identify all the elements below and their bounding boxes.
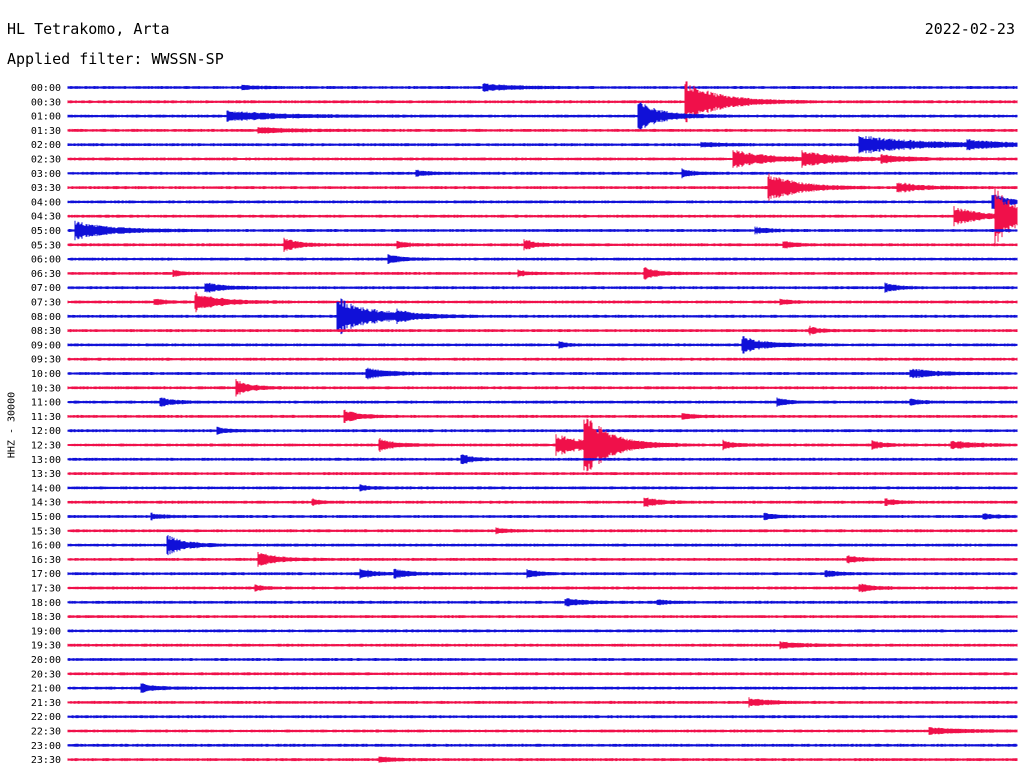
time-label: 17:30 [31,584,61,595]
time-label: 08:30 [31,326,61,337]
time-label: 05:00 [31,226,61,237]
time-label: 19:00 [31,626,61,637]
time-label: 03:00 [31,169,61,180]
time-label: 15:30 [31,526,61,537]
time-label: 13:30 [31,469,61,480]
time-label: 04:30 [31,212,61,223]
time-label: 09:30 [31,355,61,366]
time-label: 04:00 [31,197,61,208]
time-label: 00:00 [31,83,61,94]
time-label: 05:30 [31,240,61,251]
time-label: 07:00 [31,283,61,294]
time-label: 00:30 [31,97,61,108]
time-label: 01:30 [31,126,61,137]
time-label: 22:30 [31,727,61,738]
record-date: 2022-02-23 [924,20,1015,38]
time-label: 14:00 [31,483,61,494]
time-label: 06:00 [31,255,61,266]
time-label: 21:30 [31,698,61,709]
time-label: 09:00 [31,340,61,351]
time-label: 10:00 [31,369,61,380]
time-label: 12:00 [31,426,61,437]
time-label: 19:30 [31,641,61,652]
time-label: 20:30 [31,669,61,680]
time-label: 06:30 [31,269,61,280]
time-label: 16:30 [31,555,61,566]
time-label: 17:00 [31,569,61,580]
time-label: 03:30 [31,183,61,194]
time-label: 11:30 [31,412,61,423]
time-label: 22:00 [31,712,61,723]
filter-label: Applied filter: WWSSN-SP [7,50,224,68]
time-label: 07:30 [31,298,61,309]
time-label: 21:00 [31,684,61,695]
time-label: 02:00 [31,140,61,151]
time-label: 20:00 [31,655,61,666]
time-label: 12:30 [31,441,61,452]
time-label: 14:30 [31,498,61,509]
time-label: 08:00 [31,312,61,323]
time-label: 01:00 [31,112,61,123]
time-label: 13:00 [31,455,61,466]
time-label: 16:00 [31,541,61,552]
time-label: 23:00 [31,741,61,752]
time-label: 23:30 [31,755,61,766]
time-label: 18:30 [31,612,61,623]
station-title: HL Tetrakomo, Arta [7,20,170,38]
time-label: 10:30 [31,383,61,394]
time-label: 18:00 [31,598,61,609]
time-label: 02:30 [31,155,61,166]
time-label: 11:00 [31,398,61,409]
time-label: 15:00 [31,512,61,523]
